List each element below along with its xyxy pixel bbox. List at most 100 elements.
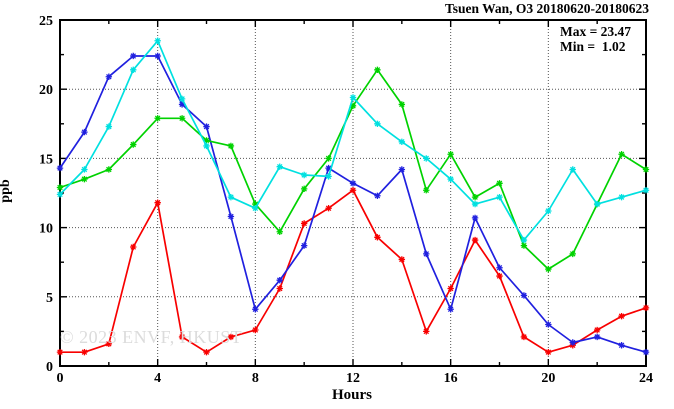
series-red-marker	[520, 333, 528, 341]
y-tick-label: 25	[39, 14, 53, 29]
series-green-marker	[105, 166, 113, 173]
series-blue-marker	[447, 306, 454, 313]
series-cyan-marker	[569, 166, 576, 173]
series-cyan-marker	[398, 138, 406, 145]
min-value-label: Min = 1.02	[560, 38, 626, 54]
series-cyan-marker	[300, 171, 308, 179]
series-green-marker	[252, 200, 259, 208]
series-blue-marker	[593, 333, 601, 341]
series-green-marker	[325, 155, 332, 162]
series-cyan-marker	[252, 205, 259, 212]
series-cyan-marker	[374, 120, 381, 127]
series-cyan-marker	[593, 200, 601, 208]
series-cyan-marker	[423, 155, 430, 162]
series-green-marker	[227, 142, 235, 150]
series-green-marker	[569, 250, 576, 258]
x-tick-label: 16	[444, 371, 458, 386]
series-green-marker	[545, 265, 552, 273]
series-red-marker	[325, 205, 332, 212]
series-blue-marker	[81, 128, 88, 136]
series-red-marker	[252, 326, 259, 334]
series-green-marker	[276, 228, 283, 235]
series-cyan-marker	[227, 193, 235, 201]
series-blue-marker	[300, 242, 308, 249]
series-cyan-marker	[81, 166, 88, 173]
series-green-marker	[300, 185, 308, 193]
series-green-marker	[447, 151, 454, 158]
series-blue-marker	[203, 123, 210, 130]
series-green-marker	[81, 175, 88, 183]
chart-title: Tsuen Wan, O3 20180620-20180623	[444, 1, 649, 16]
series-green-marker	[642, 166, 650, 173]
series-green-marker	[130, 141, 137, 148]
series-blue-marker	[227, 213, 235, 220]
series-red-marker	[398, 256, 406, 263]
series-cyan-marker	[325, 173, 332, 180]
series-green-marker	[618, 151, 625, 158]
series-cyan-marker	[471, 200, 479, 208]
series-green-marker	[203, 137, 210, 144]
series-cyan-marker	[203, 142, 210, 150]
y-tick-label: 10	[39, 222, 53, 237]
series-green-marker	[349, 102, 357, 110]
series-red-marker	[56, 348, 64, 356]
series-blue-marker	[178, 101, 186, 108]
series-red-marker	[471, 236, 479, 244]
series-blue-marker	[642, 348, 650, 356]
series-red-marker	[105, 340, 113, 348]
series-red-marker	[227, 333, 235, 341]
series-green-marker	[374, 66, 381, 74]
x-tick-label: 24	[639, 371, 653, 386]
series-red-marker	[130, 243, 137, 251]
series-red-marker	[618, 312, 625, 320]
series-red-marker	[447, 285, 454, 292]
series-blue-marker	[545, 321, 552, 328]
series-cyan-marker	[276, 163, 283, 170]
y-axis-label: ppb	[0, 179, 13, 203]
series-red-line	[60, 189, 647, 354]
series-red-marker	[349, 187, 357, 194]
y-tick-label: 20	[39, 83, 53, 98]
series-cyan-marker	[154, 37, 161, 44]
series-red-marker	[496, 272, 503, 280]
series-red-marker	[178, 333, 186, 341]
series-green-marker	[423, 187, 430, 194]
series-red-marker	[374, 234, 381, 241]
series-blue-marker	[154, 52, 161, 60]
series-red-marker	[545, 348, 552, 356]
series-green-marker	[56, 184, 64, 191]
x-tick-label: 4	[154, 371, 161, 386]
series-blue-marker	[325, 164, 332, 172]
series-cyan-marker	[130, 66, 137, 74]
series-blue-marker	[520, 292, 528, 299]
series-cyan-marker	[545, 207, 552, 215]
maxmin-annotation: Max = 23.47 Min = 1.02	[560, 24, 631, 54]
y-tick-label: 15	[39, 152, 53, 167]
series-green-marker	[398, 101, 406, 108]
x-tick-label: 0	[57, 371, 64, 386]
series-blue-marker	[471, 214, 479, 222]
series-blue-marker	[496, 264, 503, 271]
series-blue-marker	[423, 250, 430, 258]
series-blue-marker	[374, 192, 381, 199]
series-blue-marker	[618, 342, 625, 349]
series-green-marker	[496, 180, 503, 187]
series-blue-marker	[105, 73, 113, 80]
series-cyan-marker	[447, 175, 454, 183]
series-blue-marker	[276, 276, 283, 284]
series-cyan-marker	[56, 191, 64, 198]
series-red-marker	[81, 348, 88, 356]
series-green-marker	[471, 193, 479, 201]
x-tick-label: 12	[346, 371, 360, 386]
series-green-marker	[520, 242, 528, 249]
x-tick-label: 20	[541, 371, 555, 386]
series-red-marker	[593, 326, 601, 334]
series-blue-marker	[349, 180, 357, 187]
series-cyan-marker	[520, 236, 528, 244]
series-blue-marker	[130, 52, 137, 60]
series-red-marker	[300, 220, 308, 227]
series-red-marker	[642, 304, 650, 312]
x-axis-label: Hours	[331, 387, 372, 403]
